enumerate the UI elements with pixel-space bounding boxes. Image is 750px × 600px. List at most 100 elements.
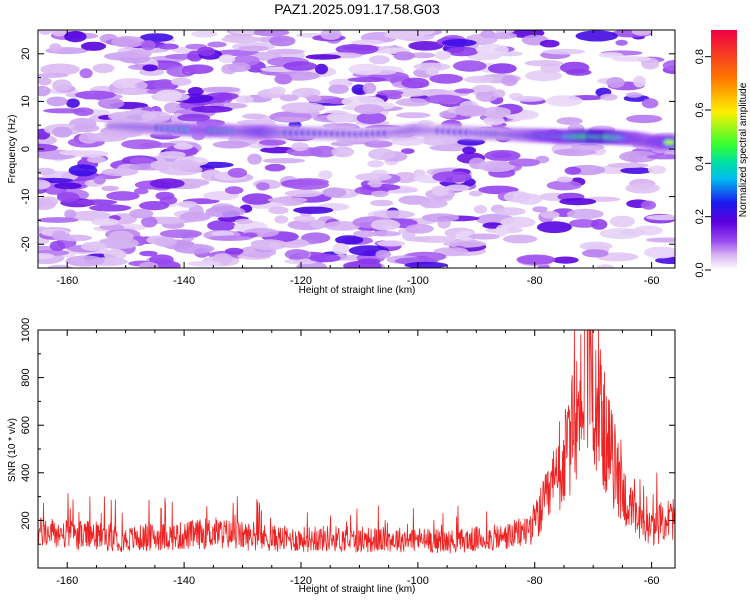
y-tick-label: 800 xyxy=(20,368,32,386)
noise-blob xyxy=(191,105,233,113)
noise-blob xyxy=(38,30,52,35)
noise-blob xyxy=(150,160,174,170)
spectrogram-x-axis: -160 -140 -120 -100 -80 -60 xyxy=(56,30,660,287)
noise-blob xyxy=(485,110,507,120)
noise-blob xyxy=(227,62,251,72)
noise-blob xyxy=(645,214,675,221)
noise-blob xyxy=(539,39,560,48)
y-tick-label: 600 xyxy=(20,416,32,434)
noise-blob xyxy=(546,180,582,191)
noise-blob xyxy=(309,253,341,263)
noise-blob xyxy=(556,117,583,125)
noise-blob xyxy=(76,199,118,206)
noise-blob xyxy=(315,63,328,75)
noise-blob xyxy=(284,258,318,265)
noise-blob xyxy=(87,132,128,142)
noise-blob xyxy=(606,77,625,88)
noise-blob xyxy=(324,221,361,231)
noise-blob xyxy=(47,264,73,268)
ridge-core xyxy=(663,139,675,145)
noise-blob xyxy=(153,236,177,247)
noise-blob xyxy=(79,68,93,79)
noise-blob xyxy=(641,98,659,109)
noise-blob xyxy=(501,75,518,87)
noise-blob xyxy=(571,143,605,151)
noise-blob xyxy=(452,60,487,72)
noise-blob xyxy=(149,178,185,189)
noise-blob xyxy=(454,88,475,94)
noise-blob xyxy=(351,39,385,45)
noise-blob xyxy=(367,230,402,237)
noise-blob xyxy=(46,96,68,107)
noise-blob xyxy=(511,96,545,102)
figure-title: PAZ1.2025.091.17.58.G03 xyxy=(274,1,440,17)
noise-blob xyxy=(354,104,384,115)
noise-blob xyxy=(475,90,498,102)
y-tick-label: 200 xyxy=(20,511,32,529)
noise-blob xyxy=(65,255,105,267)
colorbar-tick-label: 0.8 xyxy=(694,49,706,64)
noise-blob xyxy=(38,143,58,152)
noise-blob xyxy=(80,41,107,51)
noise-blob xyxy=(305,54,341,60)
snr-x-axis: -160 -140 -120 -100 -80 -60 xyxy=(56,330,660,587)
spectrogram-y-label: Frequency (Hz) xyxy=(7,115,18,184)
colorbar-tick-label: 0.4 xyxy=(694,156,706,171)
noise-blob xyxy=(221,35,262,44)
noise-blob xyxy=(332,243,350,255)
noise-blob xyxy=(633,75,646,88)
noise-blob xyxy=(242,113,267,120)
noise-blob xyxy=(377,240,406,247)
noise-blob xyxy=(58,234,93,242)
noise-blob xyxy=(318,170,333,180)
noise-blob xyxy=(484,150,521,162)
noise-blob xyxy=(197,46,216,56)
noise-blob xyxy=(508,158,541,167)
noise-blob xyxy=(89,204,132,212)
noise-blob xyxy=(579,241,613,251)
noise-blob xyxy=(335,43,379,55)
colorbar-tick-label: 0.0 xyxy=(694,262,706,277)
x-tick-label: -100 xyxy=(407,575,429,587)
noise-blob xyxy=(64,30,87,43)
noise-blob xyxy=(401,77,430,89)
noise-blob xyxy=(187,86,204,96)
noise-blob xyxy=(274,215,289,224)
noise-blob xyxy=(443,239,487,248)
noise-blob xyxy=(74,90,116,100)
noise-blob xyxy=(631,30,652,36)
colorbar-tick-label: 0.6 xyxy=(694,102,706,117)
noise-blob xyxy=(412,30,435,36)
noise-blob xyxy=(158,43,179,50)
noise-blob xyxy=(331,146,355,158)
x-tick-label: -120 xyxy=(290,575,312,587)
noise-blob xyxy=(367,160,384,168)
y-tick-label: -20 xyxy=(20,236,32,252)
noise-blob xyxy=(285,179,330,190)
noise-blob xyxy=(442,112,457,119)
noise-blob xyxy=(408,41,444,51)
noise-blob xyxy=(645,237,675,243)
colorbar: 0.0 0.2 0.4 0.6 0.8 Normalized spectral ampl… xyxy=(694,30,749,278)
noise-blob xyxy=(369,199,394,207)
noise-blob xyxy=(488,32,518,40)
noise-blob xyxy=(503,191,531,203)
noise-blob xyxy=(38,179,51,190)
noise-blob xyxy=(141,40,156,51)
noise-blob xyxy=(598,52,624,58)
noise-blob xyxy=(129,208,154,219)
noise-blob xyxy=(201,86,241,93)
noise-blob xyxy=(516,254,556,265)
noise-blob xyxy=(401,148,415,155)
noise-blob xyxy=(619,150,658,163)
noise-blob xyxy=(170,77,192,86)
noise-blob xyxy=(432,171,472,183)
noise-blob xyxy=(258,139,287,146)
noise-blob xyxy=(43,108,86,114)
noise-blob xyxy=(241,193,273,205)
noise-blob xyxy=(425,66,440,76)
noise-blob xyxy=(441,39,477,47)
noise-blob xyxy=(52,79,72,92)
noise-blob xyxy=(173,143,193,150)
noise-blob xyxy=(422,213,460,222)
